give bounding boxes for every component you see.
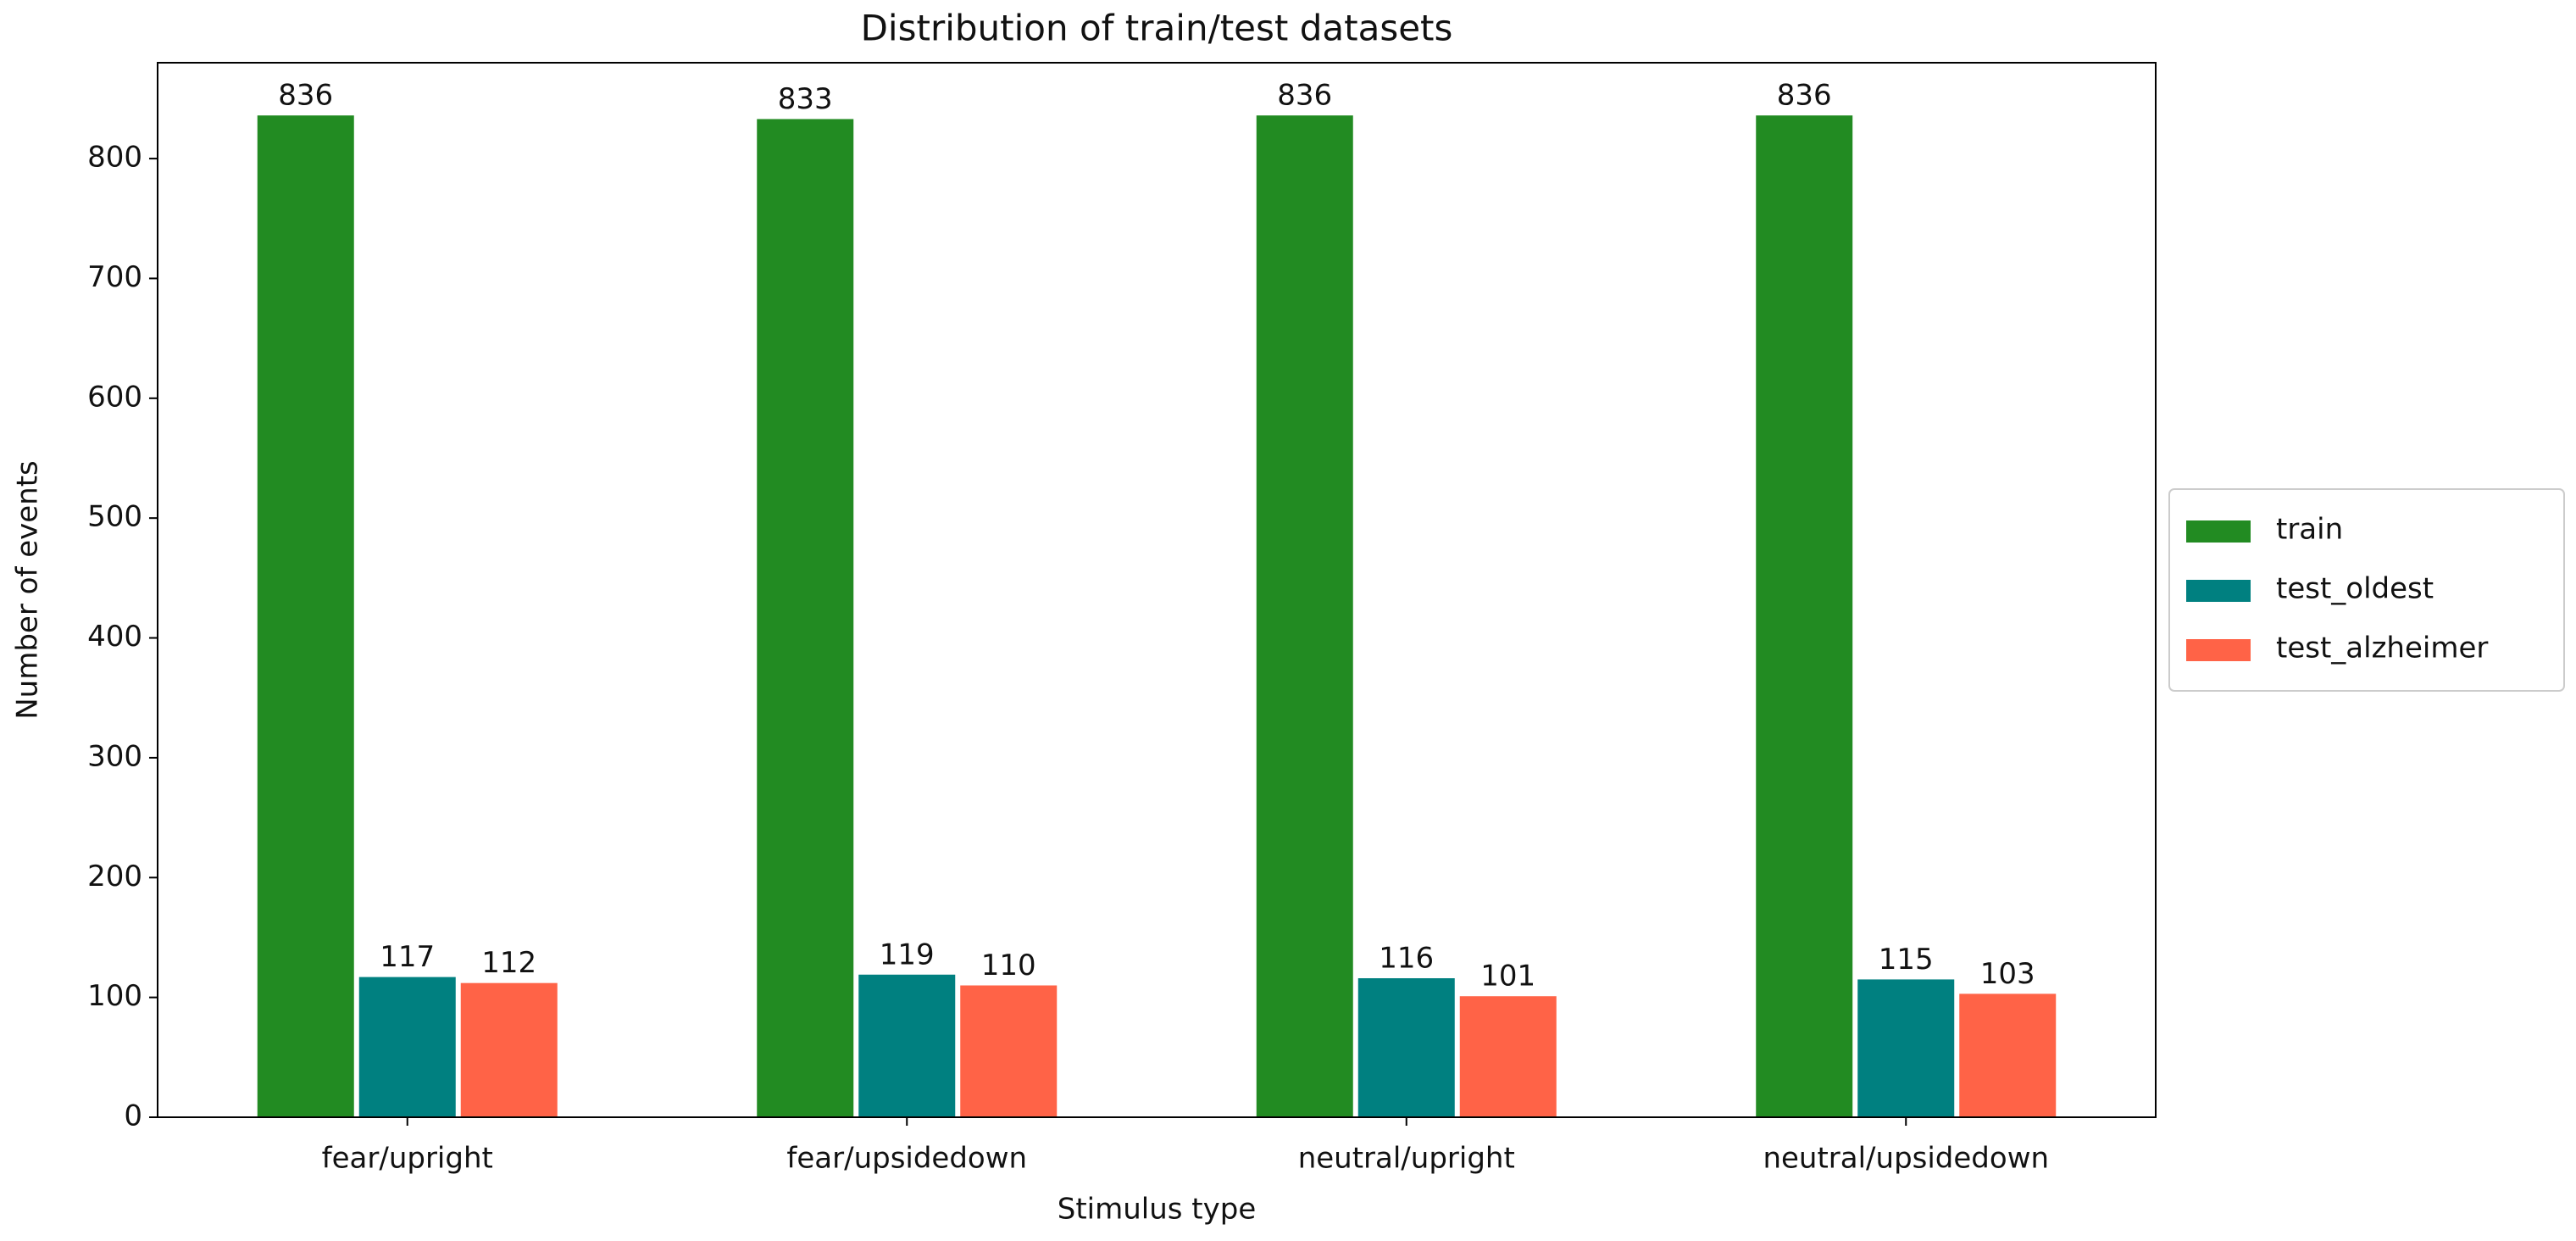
x-tick-label: neutral/upsidedown <box>1763 1142 2049 1176</box>
bar <box>1756 115 1853 1118</box>
x-tick-label: fear/upright <box>322 1142 493 1176</box>
legend-swatch <box>2186 639 2251 661</box>
legend-label: train <box>2276 513 2343 547</box>
x-axis-label: Stimulus type <box>1058 1193 1257 1227</box>
data-label: 119 <box>880 938 935 971</box>
data-label: 836 <box>278 79 333 113</box>
legend-label: test_oldest <box>2276 572 2434 606</box>
bar <box>1459 996 1557 1117</box>
bar <box>1357 978 1455 1117</box>
bar <box>460 982 558 1117</box>
bar <box>1857 979 1955 1117</box>
data-label: 112 <box>481 946 536 980</box>
y-tick-label: 700 <box>87 260 142 294</box>
bar <box>257 115 354 1118</box>
data-label: 833 <box>778 82 833 116</box>
bar <box>858 974 956 1117</box>
bar <box>1256 115 1353 1118</box>
legend-box <box>2168 488 2565 692</box>
y-tick-label: 200 <box>87 860 142 893</box>
x-tick-label: neutral/upright <box>1298 1142 1515 1176</box>
chart-title: Distribution of train/test datasets <box>861 8 1453 49</box>
y-tick-label: 500 <box>87 500 142 534</box>
data-label: 101 <box>1480 960 1535 993</box>
y-axis-label: Number of events <box>11 460 45 720</box>
y-tick-label: 400 <box>87 620 142 654</box>
bar <box>960 985 1058 1117</box>
data-label: 110 <box>981 949 1036 982</box>
bar <box>757 119 854 1117</box>
y-tick-label: 600 <box>87 380 142 414</box>
bar <box>358 977 456 1117</box>
y-tick-label: 800 <box>87 141 142 175</box>
x-tick-label: fear/upsidedown <box>786 1142 1027 1176</box>
y-tick-label: 100 <box>87 979 142 1013</box>
bar <box>1959 993 2057 1117</box>
legend-swatch <box>2186 520 2251 543</box>
data-label: 836 <box>1777 79 1832 113</box>
plot-frame <box>157 62 2157 1118</box>
data-label: 836 <box>1277 79 1332 113</box>
legend-label: test_alzheimer <box>2276 632 2488 665</box>
data-label: 115 <box>1879 943 1934 977</box>
data-label: 117 <box>380 940 435 974</box>
data-label: 103 <box>1980 957 2035 991</box>
legend-swatch <box>2186 580 2251 602</box>
y-tick-label: 0 <box>124 1099 142 1133</box>
data-label: 116 <box>1379 942 1434 976</box>
y-tick-label: 300 <box>87 739 142 773</box>
